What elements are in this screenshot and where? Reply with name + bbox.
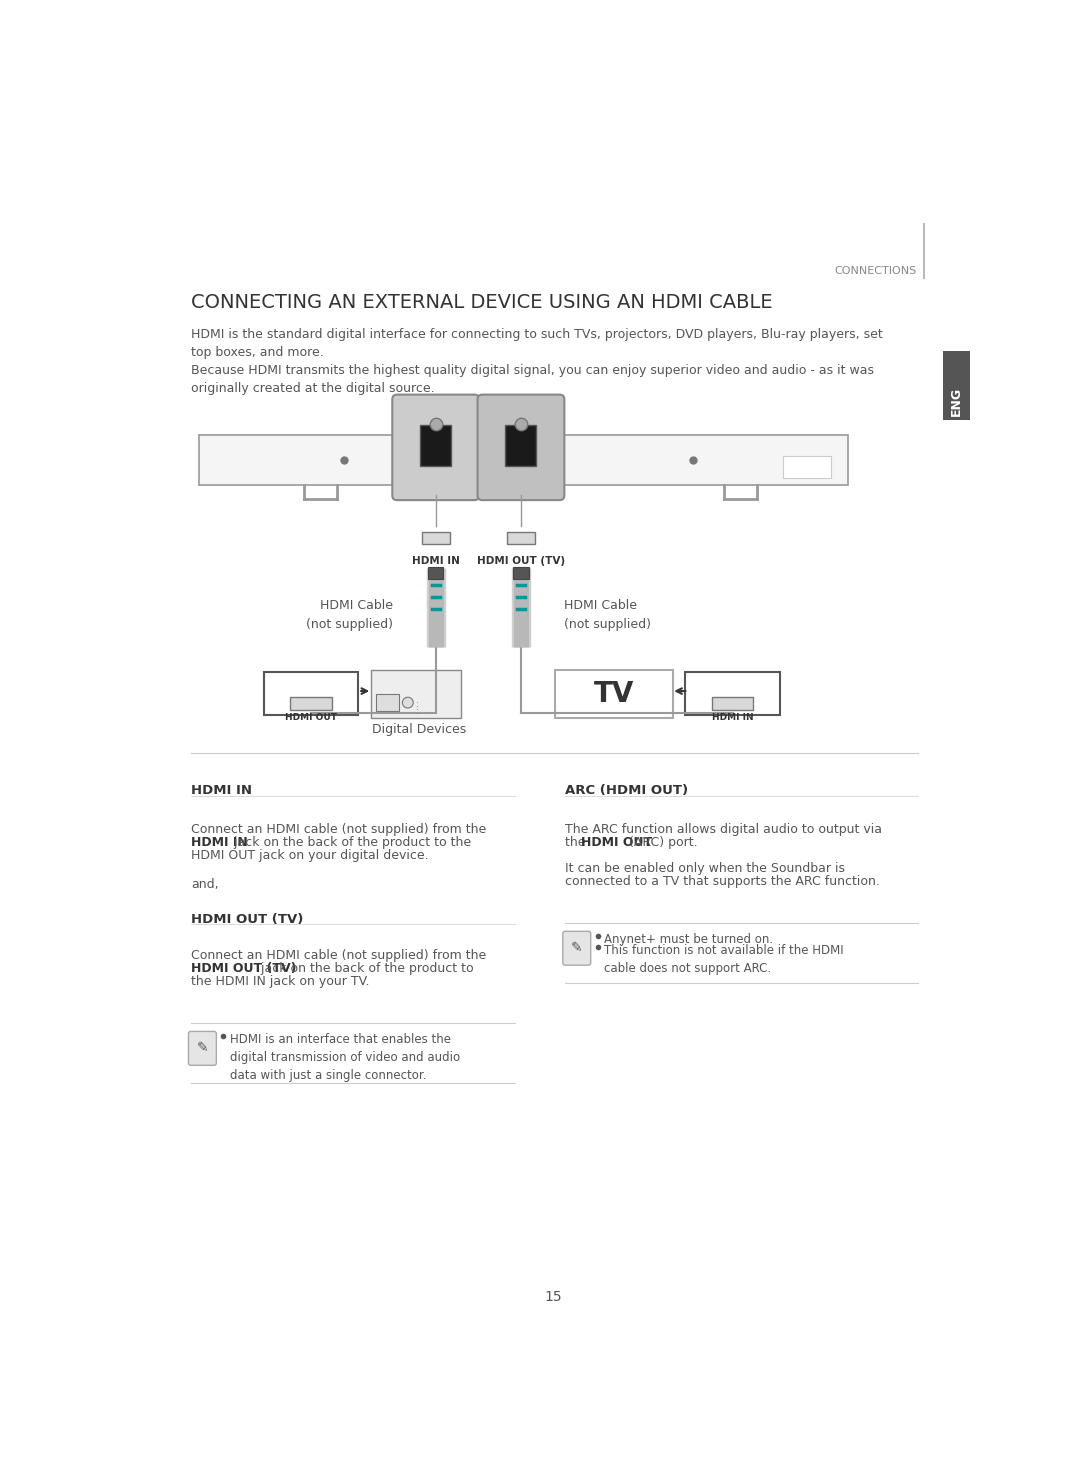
FancyBboxPatch shape bbox=[507, 532, 535, 544]
Text: :: : bbox=[416, 700, 418, 708]
Text: 15: 15 bbox=[544, 1290, 563, 1304]
FancyBboxPatch shape bbox=[199, 435, 848, 485]
Text: HDMI OUT jack on your digital device.: HDMI OUT jack on your digital device. bbox=[191, 849, 429, 862]
Text: HDMI is an interface that enables the
digital transmission of video and audio
da: HDMI is an interface that enables the di… bbox=[230, 1032, 460, 1083]
Text: HDMI OUT: HDMI OUT bbox=[581, 836, 652, 849]
FancyBboxPatch shape bbox=[685, 671, 780, 714]
Circle shape bbox=[403, 697, 414, 708]
Text: ✎: ✎ bbox=[571, 941, 582, 955]
Text: the HDMI IN jack on your TV.: the HDMI IN jack on your TV. bbox=[191, 975, 369, 988]
Text: It can be enabled only when the Soundbar is: It can be enabled only when the Soundbar… bbox=[565, 862, 846, 876]
Text: Because HDMI transmits the highest quality digital signal, you can enjoy superio: Because HDMI transmits the highest quali… bbox=[191, 364, 874, 395]
Text: Connect an HDMI cable (not supplied) from the: Connect an HDMI cable (not supplied) fro… bbox=[191, 950, 486, 961]
Text: HDMI OUT: HDMI OUT bbox=[285, 713, 337, 722]
FancyBboxPatch shape bbox=[428, 566, 444, 580]
Text: HDMI is the standard digital interface for connecting to such TVs, projectors, D: HDMI is the standard digital interface f… bbox=[191, 328, 882, 358]
Text: CONNECTIONS: CONNECTIONS bbox=[834, 266, 916, 277]
Text: and,: and, bbox=[191, 879, 218, 892]
Text: ENG: ENG bbox=[950, 387, 963, 416]
FancyBboxPatch shape bbox=[291, 697, 332, 710]
Text: Anynet+ must be turned on.: Anynet+ must be turned on. bbox=[604, 933, 773, 947]
FancyBboxPatch shape bbox=[783, 456, 831, 478]
FancyBboxPatch shape bbox=[555, 670, 673, 717]
FancyBboxPatch shape bbox=[513, 566, 529, 580]
FancyBboxPatch shape bbox=[422, 532, 449, 544]
FancyBboxPatch shape bbox=[189, 1031, 216, 1065]
Text: HDMI IN: HDMI IN bbox=[712, 713, 754, 722]
Text: Connect an HDMI cable (not supplied) from the: Connect an HDMI cable (not supplied) fro… bbox=[191, 822, 486, 836]
Text: HDMI Cable
(not supplied): HDMI Cable (not supplied) bbox=[564, 599, 650, 632]
Text: HDMI OUT (TV): HDMI OUT (TV) bbox=[191, 913, 303, 926]
Text: HDMI OUT (TV): HDMI OUT (TV) bbox=[191, 963, 296, 975]
FancyBboxPatch shape bbox=[712, 697, 754, 710]
FancyBboxPatch shape bbox=[505, 424, 537, 466]
Text: (ARC) port.: (ARC) port. bbox=[625, 836, 698, 849]
Text: HDMI IN: HDMI IN bbox=[191, 836, 247, 849]
Text: TV: TV bbox=[594, 680, 634, 708]
Text: the: the bbox=[565, 836, 590, 849]
Text: Digital Devices: Digital Devices bbox=[372, 723, 465, 735]
Text: ✎: ✎ bbox=[197, 1041, 208, 1056]
FancyBboxPatch shape bbox=[420, 424, 451, 466]
FancyBboxPatch shape bbox=[370, 670, 460, 717]
FancyBboxPatch shape bbox=[392, 395, 480, 500]
FancyBboxPatch shape bbox=[563, 932, 591, 966]
FancyBboxPatch shape bbox=[376, 694, 400, 711]
Text: This function is not available if the HDMI
cable does not support ARC.: This function is not available if the HD… bbox=[604, 945, 843, 975]
Text: The ARC function allows digital audio to output via: The ARC function allows digital audio to… bbox=[565, 822, 882, 836]
Text: ARC (HDMI OUT): ARC (HDMI OUT) bbox=[565, 784, 688, 797]
Text: connected to a TV that supports the ARC function.: connected to a TV that supports the ARC … bbox=[565, 876, 880, 887]
Text: HDMI OUT (TV): HDMI OUT (TV) bbox=[477, 556, 565, 566]
Text: HDMI Cable
(not supplied): HDMI Cable (not supplied) bbox=[306, 599, 393, 632]
FancyBboxPatch shape bbox=[477, 395, 565, 500]
Text: jack on the back of the product to the: jack on the back of the product to the bbox=[230, 836, 471, 849]
FancyBboxPatch shape bbox=[264, 671, 359, 714]
FancyBboxPatch shape bbox=[943, 351, 971, 420]
Text: HDMI IN: HDMI IN bbox=[411, 556, 460, 566]
Text: HDMI IN: HDMI IN bbox=[191, 784, 252, 797]
Text: :: : bbox=[416, 707, 418, 716]
Text: jack on the back of the product to: jack on the back of the product to bbox=[257, 963, 473, 975]
Text: CONNECTING AN EXTERNAL DEVICE USING AN HDMI CABLE: CONNECTING AN EXTERNAL DEVICE USING AN H… bbox=[191, 293, 772, 312]
